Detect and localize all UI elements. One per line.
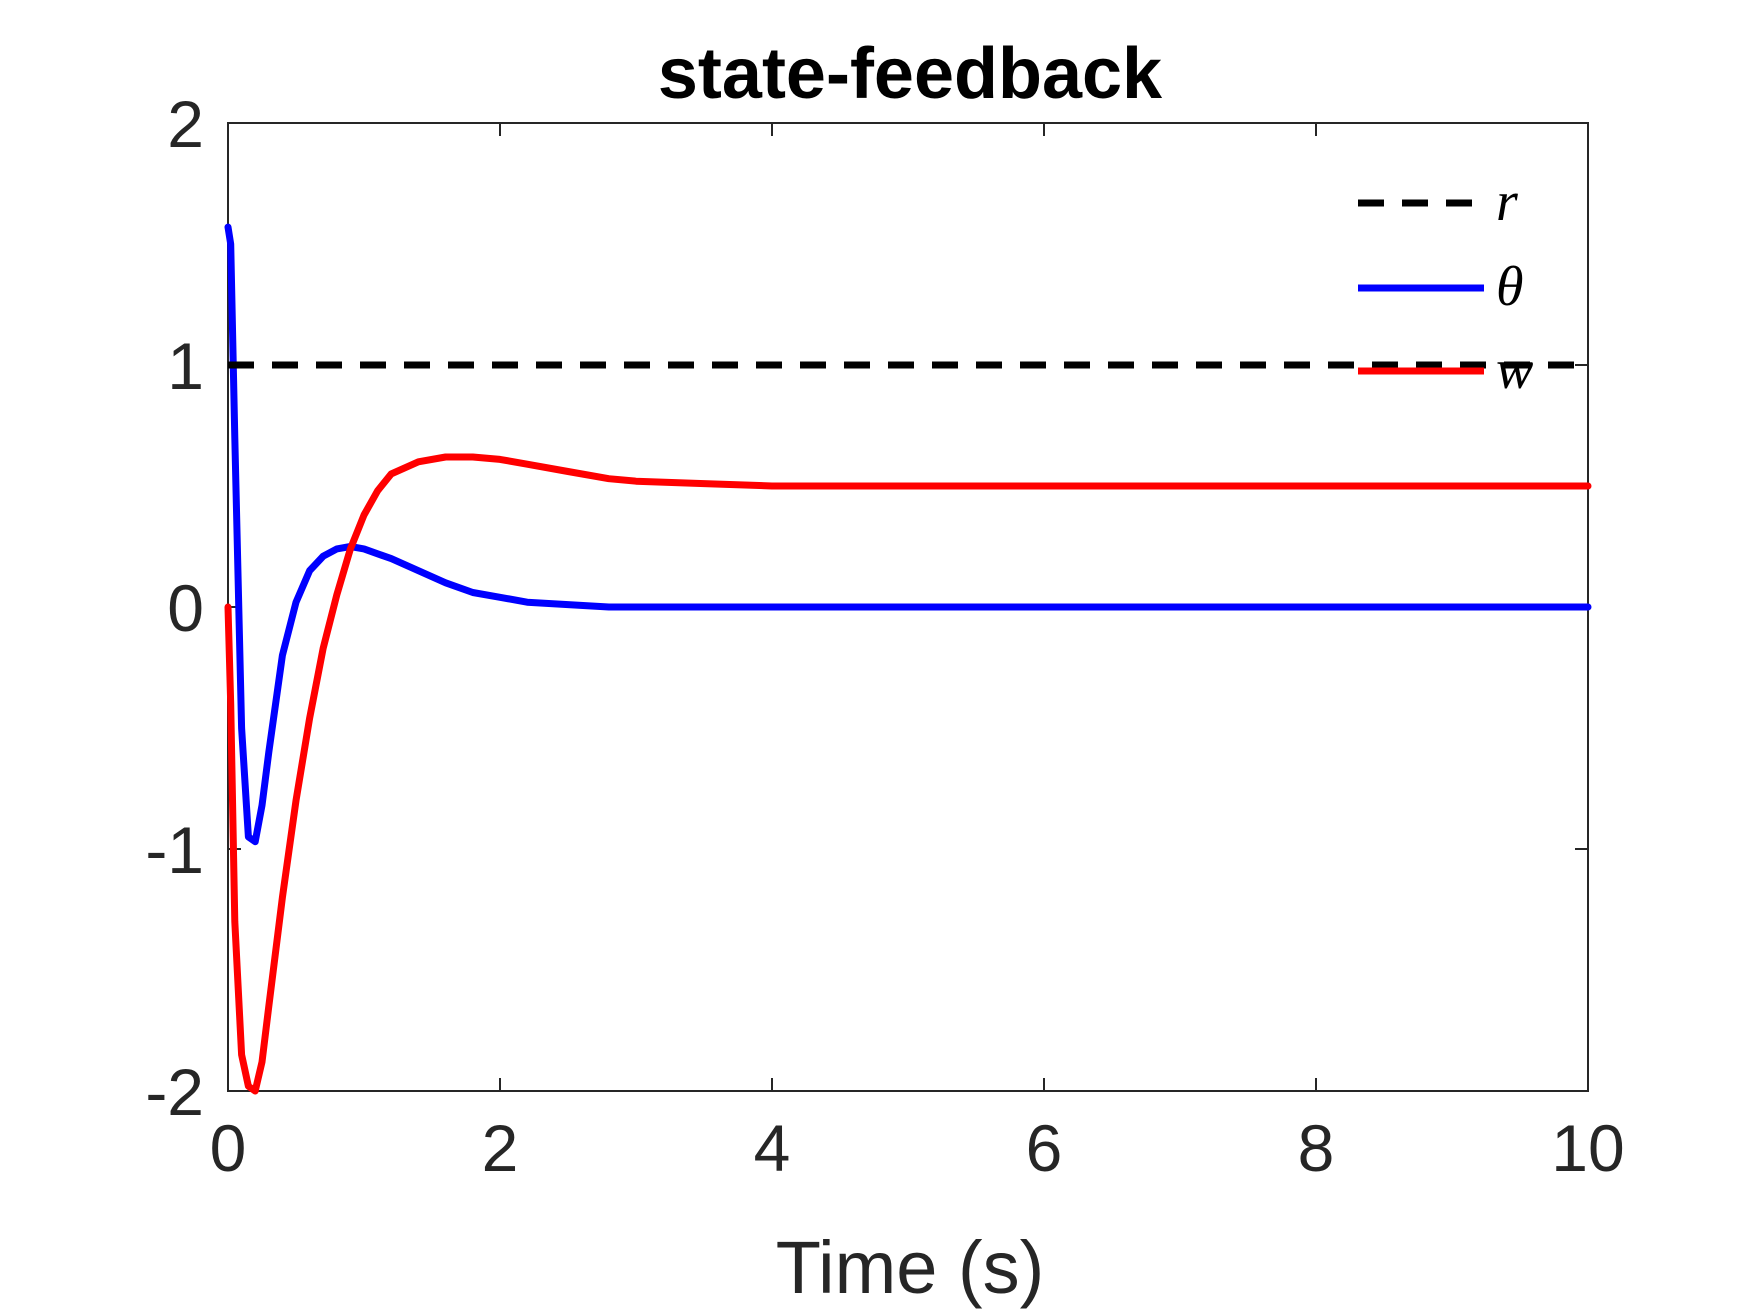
y-tick-label: -2 — [145, 1055, 204, 1129]
y-tick-label: 2 — [167, 87, 204, 161]
legend-label-r: r — [1496, 171, 1518, 233]
y-tick-label: -1 — [145, 813, 204, 887]
series-line-w — [224, 453, 1592, 1095]
series — [224, 223, 1592, 1095]
x-tick-label: 0 — [210, 1111, 247, 1185]
chart-title: state-feedback — [658, 34, 1163, 114]
y-tick-label: 1 — [167, 329, 204, 403]
x-tick-label: 8 — [1298, 1111, 1335, 1185]
x-axis-label: Time (s) — [776, 1226, 1045, 1309]
y-tick-label: 0 — [167, 571, 204, 645]
legend-label-w: w — [1496, 339, 1533, 401]
legend-label-theta: θ — [1496, 256, 1524, 318]
x-tick-label: 10 — [1551, 1111, 1624, 1185]
x-tick-label: 6 — [1026, 1111, 1063, 1185]
x-tick-label: 4 — [754, 1111, 791, 1185]
series-line-theta — [224, 223, 1592, 846]
x-tick-label: 2 — [482, 1111, 519, 1185]
legend: r θ w — [1358, 171, 1533, 401]
legend-item-theta: θ — [1358, 256, 1524, 318]
legend-item-r: r — [1358, 171, 1518, 233]
tick-labels: 0 2 4 6 8 10 -2 -1 0 1 2 — [145, 87, 1624, 1185]
legend-item-w: w — [1358, 339, 1533, 401]
plot-area: 0 2 4 6 8 10 -2 -1 0 1 2 — [145, 87, 1624, 1185]
